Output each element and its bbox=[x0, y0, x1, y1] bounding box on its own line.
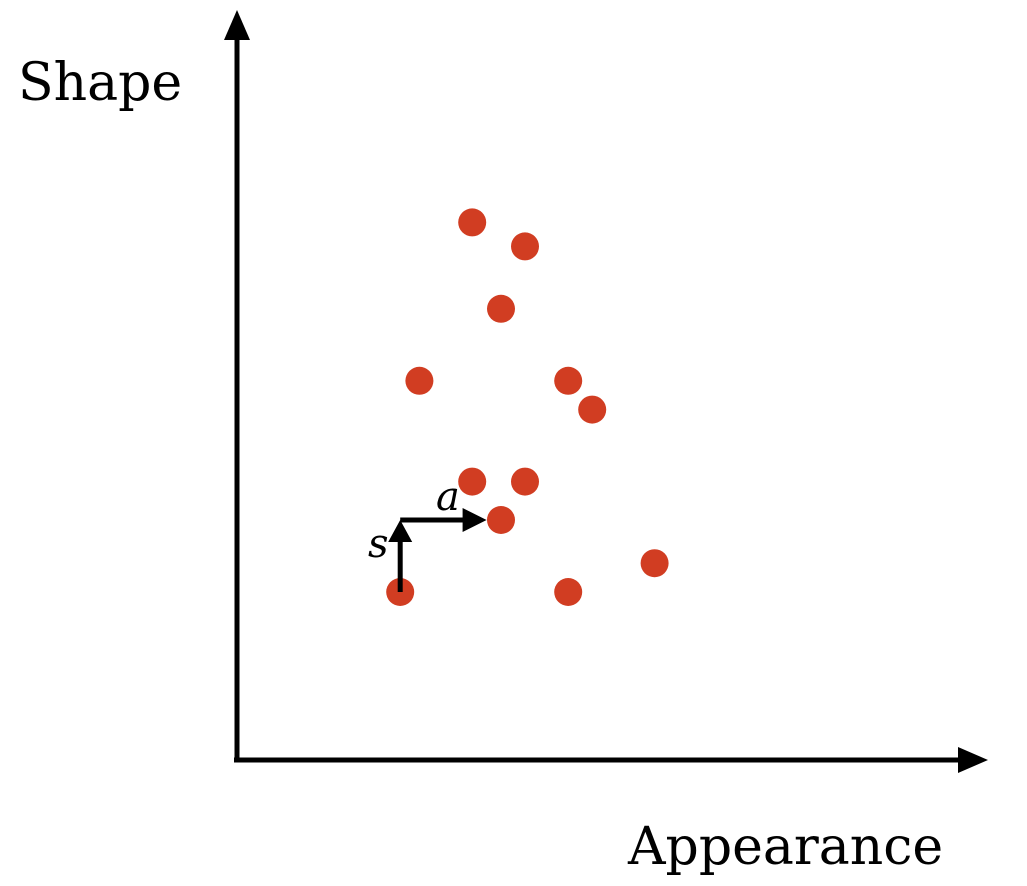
shape-vector-label: s bbox=[368, 521, 389, 567]
y-axis-label: Shape bbox=[18, 53, 182, 113]
data-point bbox=[458, 467, 487, 496]
data-point bbox=[487, 294, 515, 323]
data-point bbox=[640, 549, 669, 578]
data-point bbox=[487, 506, 515, 534]
data-points bbox=[386, 208, 669, 606]
shape-vector-arrowhead bbox=[388, 520, 413, 542]
data-point bbox=[405, 366, 434, 395]
data-point bbox=[578, 395, 607, 424]
data-point bbox=[554, 366, 583, 395]
appearance-vector-label: a bbox=[436, 474, 460, 520]
x-axis-arrowhead bbox=[958, 747, 988, 773]
appearance-vector-arrowhead bbox=[462, 508, 487, 532]
x-axis-label: Appearance bbox=[627, 817, 943, 877]
data-point bbox=[554, 578, 583, 606]
y-axis-arrowhead bbox=[224, 10, 250, 40]
data-point bbox=[511, 467, 539, 496]
data-point bbox=[511, 232, 539, 261]
data-point bbox=[458, 208, 487, 237]
